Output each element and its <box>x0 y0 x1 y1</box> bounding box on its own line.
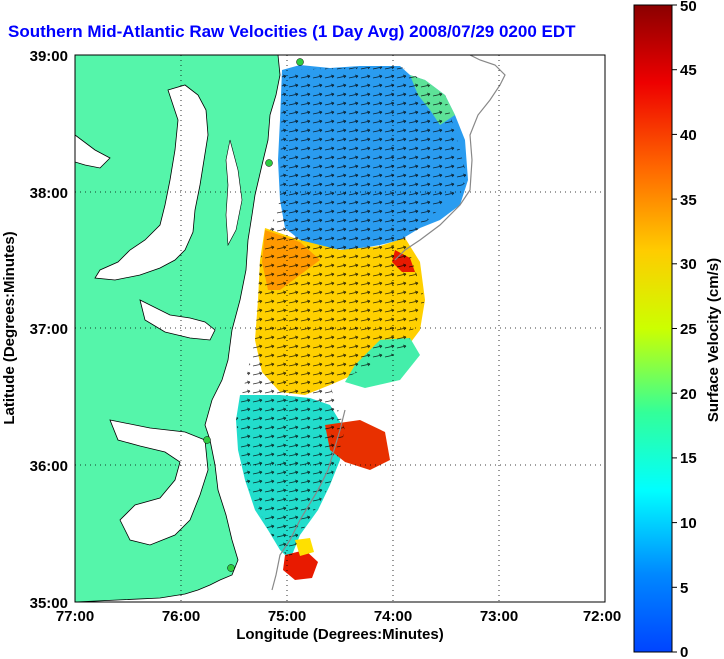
bay-upper <box>75 134 111 169</box>
bathymetry-contour <box>271 55 506 591</box>
colorbar-tick-label: 25 <box>680 321 697 338</box>
colorbar-tick-label: 5 <box>680 580 688 597</box>
y-tick-label: 39:00 <box>30 48 68 65</box>
x-tick-label: 74:00 <box>374 608 412 625</box>
x-axis: 77:00 76:00 75:00 74:00 73:00 72:00 Long… <box>56 608 621 643</box>
station-marker <box>296 58 304 66</box>
colorbar-tick-label: 0 <box>680 644 688 659</box>
x-axis-label: Longitude (Degrees:Minutes) <box>236 626 444 643</box>
y-axis-label: Latitude (Degrees:Minutes) <box>1 231 18 424</box>
colorbar-tick-label: 40 <box>680 127 697 144</box>
station-marker <box>265 159 273 167</box>
colorbar: 50 45 40 35 30 25 20 15 10 5 0 Surface V… <box>633 0 722 659</box>
x-tick-label: 76:00 <box>162 608 200 625</box>
colorbar-tick-label: 50 <box>680 0 697 15</box>
colorbar-tick-label: 10 <box>680 515 697 532</box>
colorbar-tick-label: 35 <box>680 192 697 209</box>
x-tick-label: 77:00 <box>56 608 94 625</box>
x-tick-label: 75:00 <box>268 608 306 625</box>
x-tick-label: 73:00 <box>480 608 518 625</box>
colorbar-scale <box>633 4 673 653</box>
velocity-field-tip <box>283 550 318 580</box>
eastern-shore-water <box>225 139 243 247</box>
y-tick-label: 35:00 <box>30 595 68 612</box>
colorbar-title: Surface Velocity (cm/s) <box>705 258 722 422</box>
y-tick-label: 37:00 <box>30 321 68 338</box>
colorbar-tick-label: 30 <box>680 256 697 273</box>
y-tick-label: 36:00 <box>30 458 68 475</box>
x-tick-label: 72:00 <box>583 608 621 625</box>
map-title: Southern Mid-Atlantic Raw Velocities (1 … <box>8 22 576 41</box>
colorbar-tick-label: 45 <box>680 62 697 79</box>
y-tick-label: 38:00 <box>30 185 68 202</box>
chesapeake-bay <box>94 84 209 281</box>
station-marker <box>203 436 211 444</box>
y-axis: 39:00 38:00 37:00 36:00 35:00 Latitude (… <box>1 48 68 612</box>
station-marker <box>227 564 235 572</box>
colorbar-tick-label: 20 <box>680 386 697 403</box>
bay-lower <box>139 299 216 341</box>
velocity-field-tip-yellow <box>295 538 314 556</box>
graticule <box>75 55 605 602</box>
colorbar-tick-label: 15 <box>680 450 697 467</box>
velocity-vectors <box>236 66 468 560</box>
